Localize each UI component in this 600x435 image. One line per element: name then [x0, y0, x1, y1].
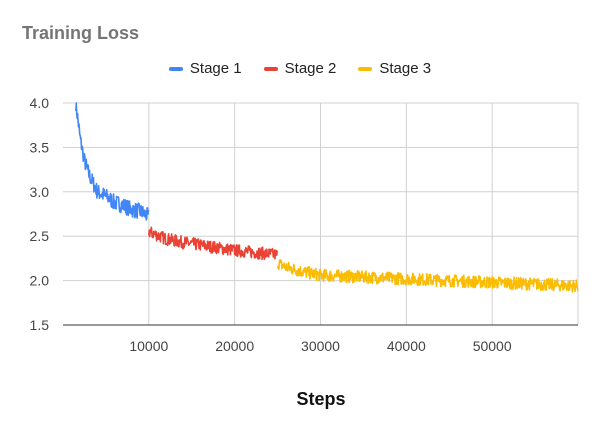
legend-swatch-stage-3: [358, 66, 373, 71]
x-tick-label: 40000: [387, 338, 426, 354]
legend-swatch-stage-1: [168, 66, 183, 71]
x-tick-label: 10000: [129, 338, 168, 354]
x-axis-title: Steps: [296, 389, 346, 409]
series-line-stage-2: [148, 226, 279, 261]
legend-swatch-stage-2: [263, 66, 278, 71]
y-tick-label: 1.5: [30, 317, 50, 333]
y-tick-label: 4.0: [30, 95, 50, 111]
x-tick-label: 50000: [473, 338, 512, 354]
chart-title: Training Loss: [22, 23, 140, 43]
series-line-stage-3: [276, 259, 579, 293]
y-tick-label: 2.0: [30, 273, 50, 289]
y-tick-label: 2.5: [30, 228, 50, 244]
legend-label-stage-3: Stage 3: [379, 60, 432, 77]
y-tick-label: 3.0: [30, 184, 50, 200]
legend: Stage 1 Stage 2 Stage 3: [0, 60, 600, 77]
legend-item-stage-3[interactable]: Stage 3: [358, 60, 431, 77]
x-tick-label: 30000: [301, 338, 340, 354]
series-line-stage-1: [75, 102, 150, 221]
x-tick-label: 20000: [215, 338, 254, 354]
legend-item-stage-2[interactable]: Stage 2: [263, 60, 337, 77]
legend-item-stage-1[interactable]: Stage 1: [168, 60, 242, 77]
legend-label-stage-2: Stage 2: [284, 60, 337, 77]
y-tick-label: 3.5: [30, 139, 50, 155]
legend-label-stage-1: Stage 1: [189, 60, 242, 77]
